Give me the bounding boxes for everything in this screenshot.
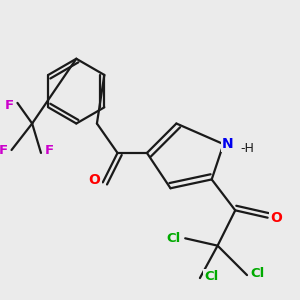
Text: F: F bbox=[0, 143, 8, 157]
Text: Cl: Cl bbox=[204, 270, 218, 283]
Text: F: F bbox=[4, 99, 14, 112]
Text: N: N bbox=[222, 137, 234, 151]
Text: -H: -H bbox=[240, 142, 254, 155]
Text: O: O bbox=[88, 173, 101, 187]
Text: O: O bbox=[270, 211, 282, 225]
Text: Cl: Cl bbox=[250, 267, 264, 280]
Text: F: F bbox=[45, 143, 54, 157]
Text: Cl: Cl bbox=[166, 232, 181, 245]
